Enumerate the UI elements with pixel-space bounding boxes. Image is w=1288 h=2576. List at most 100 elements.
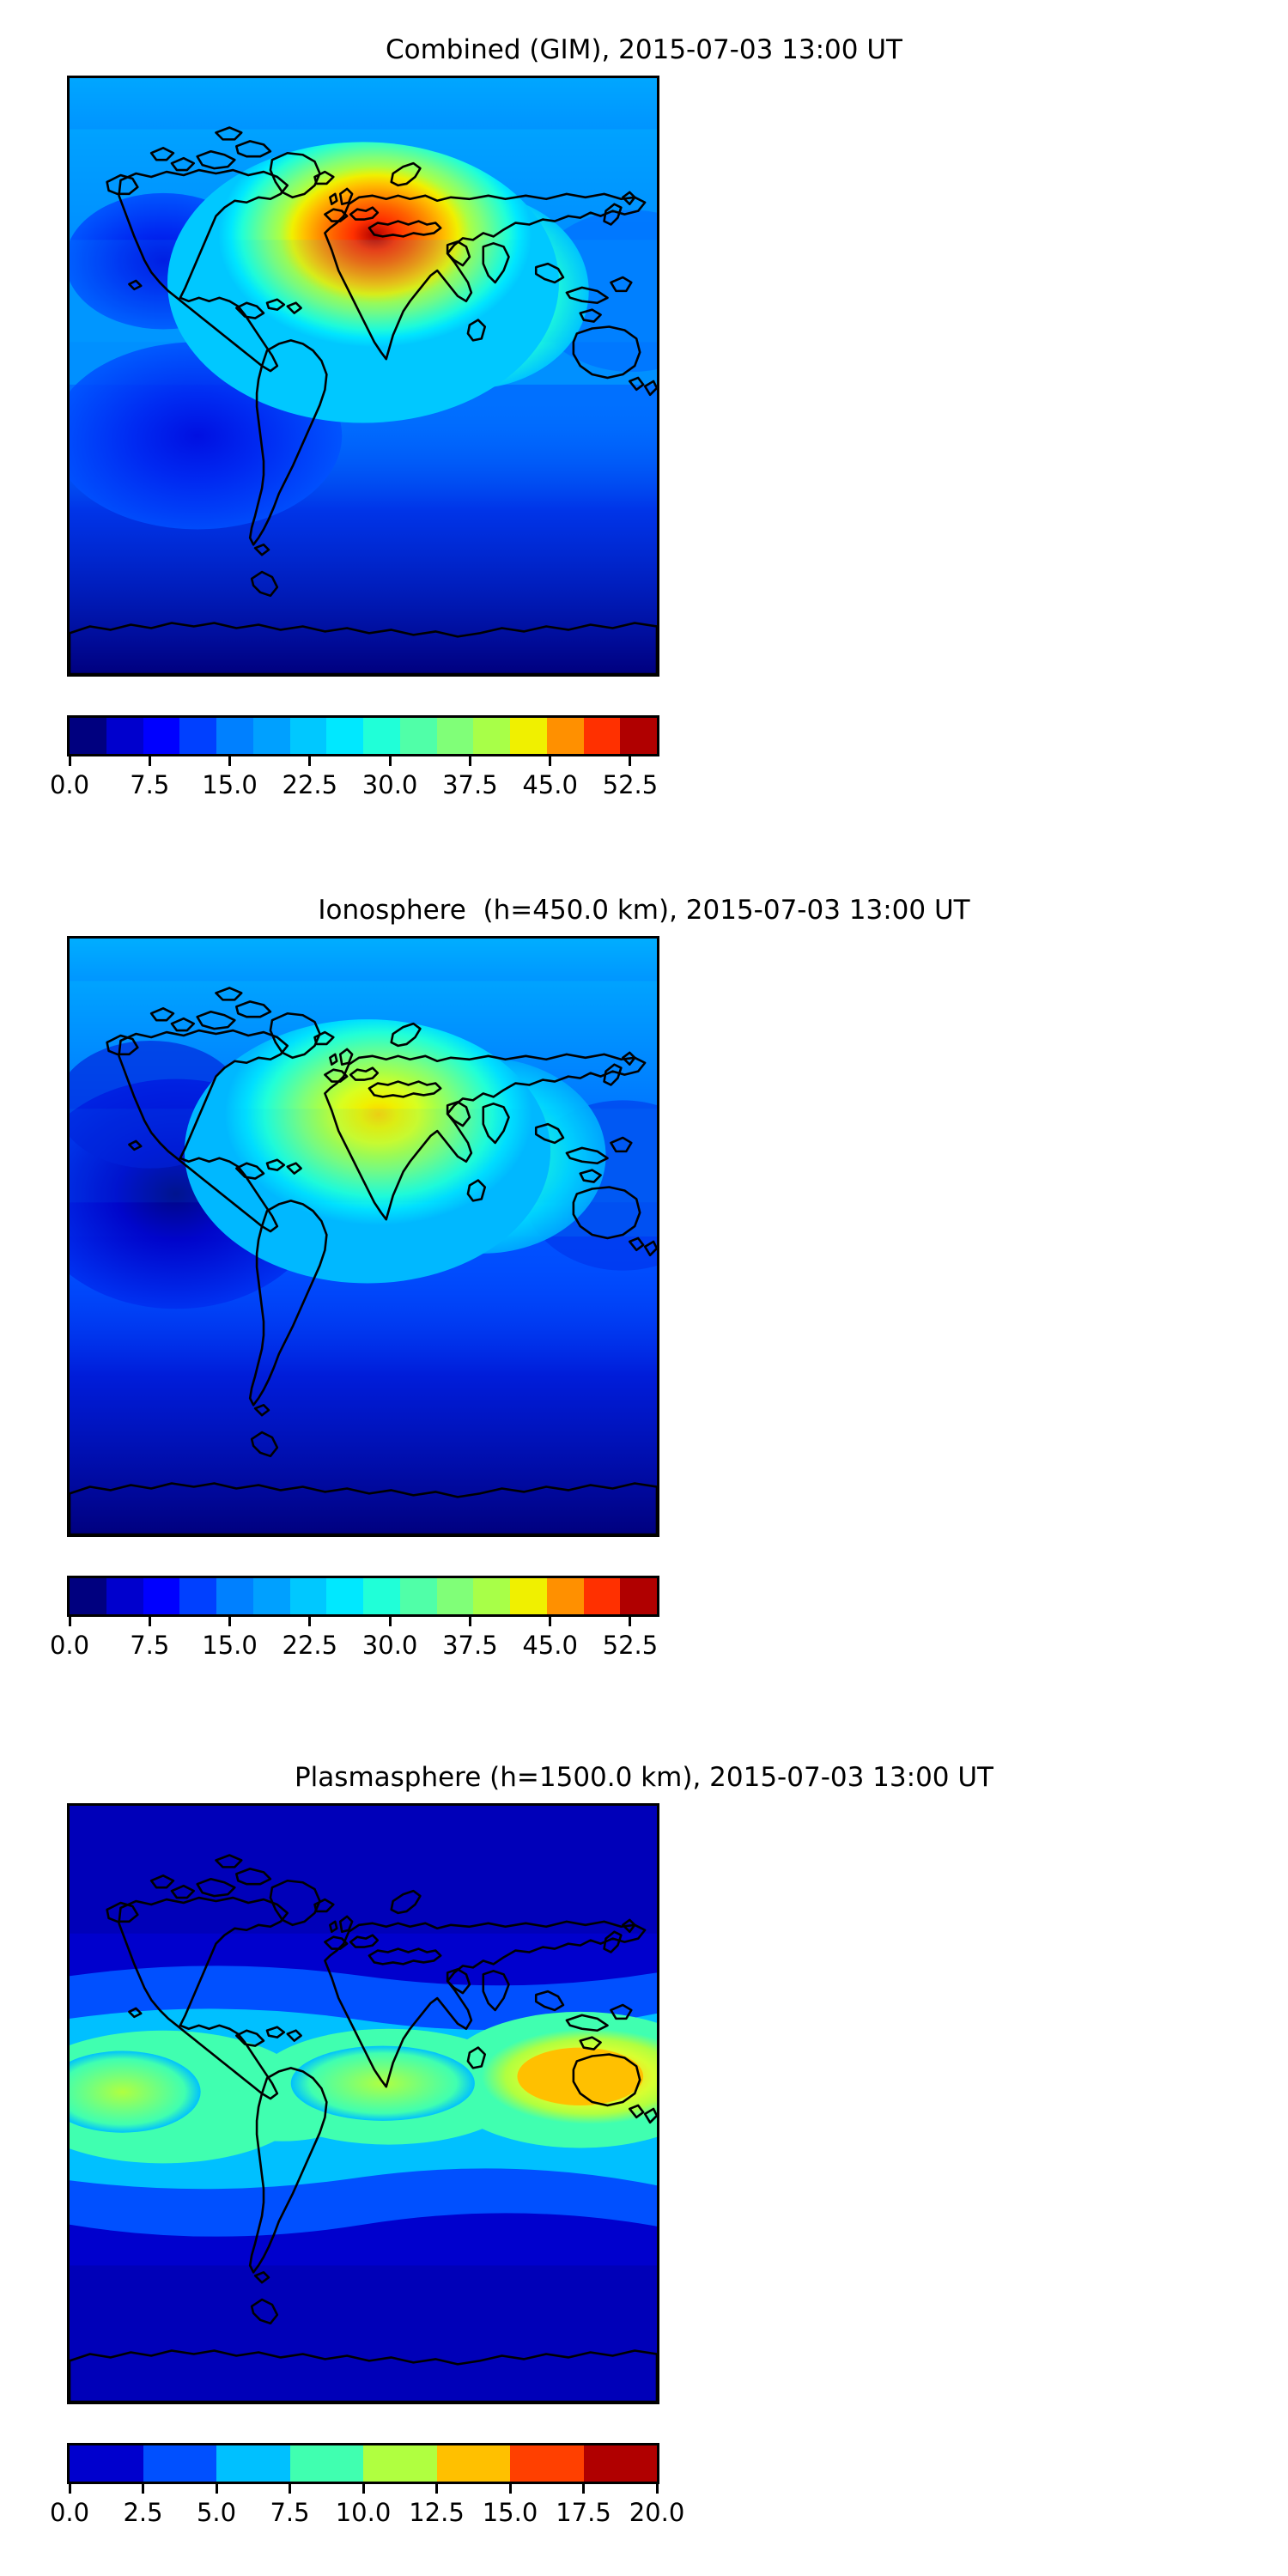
colorbar-tick-label: 30.0 bbox=[361, 1631, 418, 1660]
colorbar-tick-mark bbox=[361, 2484, 365, 2494]
colorbar-band-13 bbox=[546, 718, 584, 754]
colorbar-band-10 bbox=[436, 718, 474, 754]
colorbar-tick-mark bbox=[148, 1617, 151, 1626]
colorbar-plasmasphere-gradient[interactable] bbox=[67, 2443, 659, 2484]
map-canvas-combined bbox=[70, 78, 657, 674]
colorbar-band-4 bbox=[216, 718, 253, 754]
colorbar-band-5 bbox=[252, 1578, 290, 1614]
coastlines-ionosphere bbox=[70, 987, 657, 1534]
colorbar-combined-ticks: 0.0 7.5 15.0 22.5 30.0 37.5 45.0 52.5 bbox=[50, 756, 659, 808]
colorbar-tick-mark bbox=[68, 2484, 71, 2494]
colorbar-band-8 bbox=[363, 718, 400, 754]
panel-ionosphere: Ionosphere (h=450.0 km), 2015-07-03 13:0… bbox=[0, 895, 1288, 1745]
map-combined bbox=[67, 76, 659, 677]
colorbar-band-8 bbox=[363, 1578, 400, 1614]
colorbar-band-3 bbox=[289, 2445, 363, 2482]
colorbar-tick-label: 15.0 bbox=[202, 1631, 258, 1660]
colorbar-band-7 bbox=[583, 2445, 657, 2482]
colorbar-band-15 bbox=[620, 1578, 657, 1614]
colorbar-tick-mark bbox=[629, 1617, 632, 1626]
colorbar-tick-mark bbox=[142, 2484, 144, 2494]
colorbar-tick-label: 52.5 bbox=[602, 770, 659, 799]
map-ionosphere bbox=[67, 936, 659, 1537]
colorbar-band-11 bbox=[473, 718, 510, 754]
colorbar-tick-mark bbox=[508, 2484, 512, 2494]
colorbar-tick-label: 7.5 bbox=[130, 770, 170, 799]
colorbar-band-0 bbox=[70, 2445, 143, 2482]
colorbar-band-2 bbox=[143, 718, 180, 754]
colorbar-band-6 bbox=[510, 2445, 584, 2482]
colorbar-tick-label: 37.5 bbox=[442, 1631, 498, 1660]
colorbar-tick-mark bbox=[468, 756, 471, 766]
colorbar-ionosphere-ticks: 0.0 7.5 15.0 22.5 30.0 37.5 45.0 52.5 bbox=[50, 1617, 659, 1668]
colorbar-band-0 bbox=[70, 1578, 106, 1614]
colorbar-band-9 bbox=[399, 1578, 437, 1614]
colorbar-tick-label: 45.0 bbox=[522, 770, 578, 799]
colorbar-tick-mark bbox=[308, 1617, 312, 1626]
colorbar-band-3 bbox=[179, 1578, 216, 1614]
colorbar-tick-mark bbox=[68, 1617, 71, 1626]
colorbar-tick-mark bbox=[435, 2484, 438, 2494]
colorbar-tick-label: 30.0 bbox=[361, 770, 418, 799]
colorbar-tick-label: 2.5 bbox=[123, 2498, 163, 2527]
colorbar-tick-mark bbox=[549, 756, 552, 766]
colorbar-tick-label: 20.0 bbox=[629, 2498, 685, 2527]
panel-title-plasmasphere: Plasmasphere (h=1500.0 km), 2015-07-03 1… bbox=[294, 1762, 993, 1793]
colorbar-tick-mark bbox=[308, 756, 312, 766]
colorbar-tick-mark bbox=[388, 756, 392, 766]
colorbar-band-10 bbox=[436, 1578, 474, 1614]
colorbar-band-14 bbox=[583, 718, 621, 754]
colorbar-band-1 bbox=[143, 2445, 216, 2482]
colorbar-tick-mark bbox=[148, 756, 151, 766]
panel-plasmasphere: Plasmasphere (h=1500.0 km), 2015-07-03 1… bbox=[0, 1762, 1288, 2576]
colorbar-tick-mark bbox=[468, 1617, 471, 1626]
colorbar-band-4 bbox=[363, 2445, 437, 2482]
colorbar-band-6 bbox=[289, 1578, 327, 1614]
colorbar-band-9 bbox=[399, 718, 437, 754]
colorbar-tick-label: 7.5 bbox=[130, 1631, 170, 1660]
coastlines-combined bbox=[70, 126, 657, 674]
colorbar-plasmasphere: 0.0 2.5 5.0 7.5 10.0 12.5 15.0 17.5 20.0 bbox=[50, 2443, 684, 2527]
colorbar-band-14 bbox=[583, 1578, 621, 1614]
colorbar-tick-label: 52.5 bbox=[602, 1631, 659, 1660]
colorbar-band-2 bbox=[143, 1578, 180, 1614]
colorbar-tick-label: 15.0 bbox=[482, 2498, 538, 2527]
colorbar-tick-label: 0.0 bbox=[49, 770, 90, 799]
colorbar-combined-gradient[interactable] bbox=[67, 715, 659, 756]
colorbar-tick-label: 17.5 bbox=[556, 2498, 611, 2527]
colorbar-tick-mark bbox=[228, 756, 232, 766]
colorbar-tick-label: 12.5 bbox=[409, 2498, 465, 2527]
colorbar-tick-mark bbox=[68, 756, 71, 766]
colorbar-tick-label: 37.5 bbox=[442, 770, 498, 799]
colorbar-band-5 bbox=[436, 2445, 510, 2482]
colorbar-band-6 bbox=[289, 718, 327, 754]
colorbar-tick-mark bbox=[388, 1617, 392, 1626]
colorbar-tick-label: 0.0 bbox=[49, 2498, 90, 2527]
colorbar-band-12 bbox=[510, 1578, 547, 1614]
colorbar-band-4 bbox=[216, 1578, 253, 1614]
colorbar-band-15 bbox=[620, 718, 657, 754]
colorbar-tick-label: 0.0 bbox=[49, 1631, 90, 1660]
map-plasmasphere bbox=[67, 1803, 659, 2404]
colorbar-combined: 0.0 7.5 15.0 22.5 30.0 37.5 45.0 52.5 bbox=[50, 715, 659, 799]
colorbar-band-1 bbox=[106, 718, 143, 754]
colorbar-ionosphere: 0.0 7.5 15.0 22.5 30.0 37.5 45.0 52.5 bbox=[50, 1576, 659, 1660]
colorbar-tick-label: 22.5 bbox=[282, 770, 338, 799]
map-canvas-ionosphere bbox=[70, 939, 657, 1534]
colorbar-tick-label: 10.0 bbox=[335, 2498, 392, 2527]
panel-title-combined: Combined (GIM), 2015-07-03 13:00 UT bbox=[386, 34, 902, 65]
panel-title-ionosphere: Ionosphere (h=450.0 km), 2015-07-03 13:0… bbox=[318, 895, 970, 926]
colorbar-band-13 bbox=[546, 1578, 584, 1614]
colorbar-tick-mark bbox=[228, 1617, 232, 1626]
colorbar-tick-label: 7.5 bbox=[270, 2498, 310, 2527]
colorbar-tick-label: 22.5 bbox=[282, 1631, 338, 1660]
colorbar-band-11 bbox=[473, 1578, 510, 1614]
colorbar-ionosphere-gradient[interactable] bbox=[67, 1576, 659, 1617]
colorbar-tick-label: 45.0 bbox=[522, 1631, 578, 1660]
colorbar-band-2 bbox=[216, 2445, 290, 2482]
map-canvas-plasmasphere bbox=[70, 1806, 657, 2402]
colorbar-tick-label: 5.0 bbox=[196, 2498, 237, 2527]
colorbar-band-12 bbox=[510, 718, 547, 754]
colorbar-band-0 bbox=[70, 718, 106, 754]
